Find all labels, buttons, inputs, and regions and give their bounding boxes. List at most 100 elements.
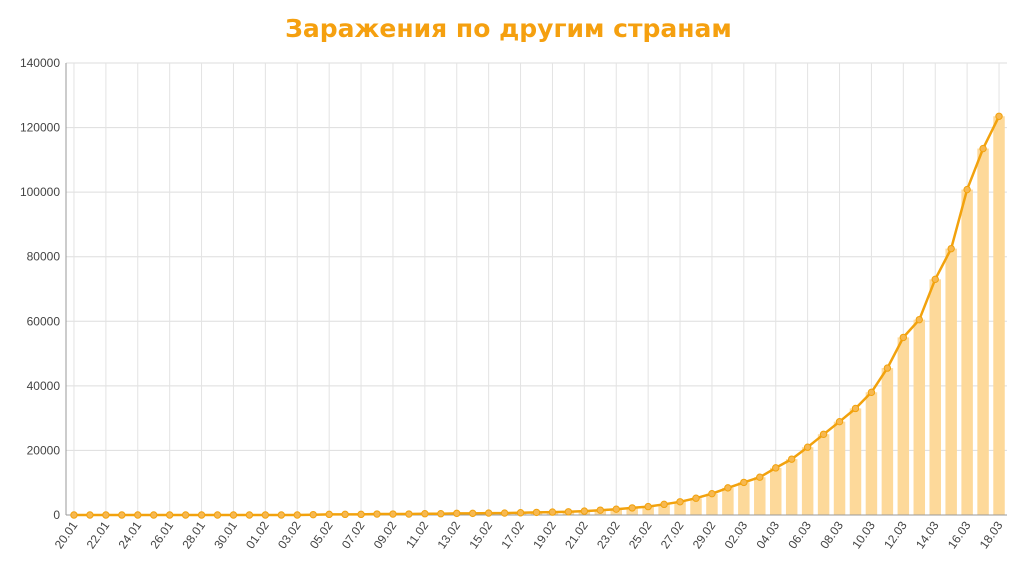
x-tick-label: 22.01 bbox=[84, 518, 113, 551]
data-point bbox=[580, 507, 589, 515]
data-point bbox=[421, 510, 429, 518]
bars bbox=[307, 116, 1005, 516]
data-point bbox=[883, 364, 892, 372]
x-tick-label: 18.03 bbox=[977, 518, 1006, 551]
bar bbox=[993, 116, 1005, 516]
chart-title: Заражения по другим странам bbox=[285, 14, 732, 43]
x-tick-label: 02.03 bbox=[722, 518, 751, 551]
data-point bbox=[628, 504, 636, 512]
bar bbox=[722, 487, 734, 515]
data-point bbox=[819, 430, 828, 438]
data-point bbox=[325, 510, 333, 519]
data-point bbox=[70, 511, 78, 519]
data-point bbox=[484, 509, 493, 517]
x-tick-label: 30.01 bbox=[211, 518, 240, 551]
data-point bbox=[947, 244, 955, 253]
data-point bbox=[995, 112, 1003, 120]
data-point bbox=[453, 509, 461, 518]
x-tick-label: 14.03 bbox=[913, 518, 942, 551]
data-point bbox=[150, 511, 158, 519]
data-point bbox=[165, 511, 174, 519]
data-point bbox=[373, 510, 381, 518]
data-point bbox=[867, 388, 876, 397]
bar bbox=[849, 408, 862, 515]
data-point bbox=[500, 509, 509, 517]
data-point bbox=[756, 473, 764, 481]
data-point bbox=[835, 417, 844, 426]
data-point bbox=[676, 498, 684, 506]
data-point bbox=[644, 502, 652, 511]
x-tick-label: 15.02 bbox=[466, 518, 495, 551]
data-point bbox=[469, 509, 477, 518]
x-tick-label: 23.02 bbox=[594, 518, 623, 551]
bar bbox=[738, 482, 750, 515]
data-point bbox=[213, 511, 222, 519]
bar bbox=[961, 189, 973, 515]
bar bbox=[706, 493, 718, 515]
data-point bbox=[437, 510, 445, 518]
x-tick-label: 12.03 bbox=[881, 518, 910, 551]
bar bbox=[865, 392, 878, 515]
x-tick-label: 21.02 bbox=[562, 518, 591, 551]
y-tick-label: 20000 bbox=[27, 443, 61, 457]
data-point bbox=[229, 511, 238, 519]
data-point bbox=[724, 484, 732, 492]
y-tick-labels: 0 20000 40000 60000 80000 100000 120000 140000 bbox=[20, 56, 60, 522]
x-tick-label: 03.02 bbox=[275, 518, 304, 551]
x-tick-label: 10.03 bbox=[849, 518, 878, 551]
data-point bbox=[277, 511, 286, 519]
data-point bbox=[708, 489, 716, 498]
bar bbox=[658, 504, 670, 515]
data-point bbox=[787, 455, 796, 463]
x-tick-label: 07.02 bbox=[339, 518, 368, 551]
bar bbox=[929, 279, 941, 515]
data-point bbox=[341, 510, 349, 519]
data-point bbox=[915, 315, 923, 324]
data-point bbox=[548, 508, 557, 516]
bar bbox=[801, 447, 814, 515]
data-point bbox=[851, 404, 860, 413]
data-point bbox=[293, 511, 301, 519]
bar bbox=[674, 501, 686, 515]
bar bbox=[769, 467, 782, 515]
data-point bbox=[516, 509, 525, 517]
x-tick-label: 06.03 bbox=[785, 518, 814, 551]
data-point bbox=[963, 185, 971, 194]
data-point bbox=[612, 505, 620, 513]
data-point bbox=[803, 443, 812, 451]
y-tick-label: 120000 bbox=[20, 121, 60, 135]
bar bbox=[690, 498, 702, 515]
bar bbox=[881, 368, 894, 515]
x-tick-label: 28.01 bbox=[179, 518, 208, 551]
data-point bbox=[532, 508, 541, 517]
data-point bbox=[134, 511, 142, 519]
data-point bbox=[692, 494, 700, 502]
x-tick-label: 16.03 bbox=[945, 518, 974, 551]
bar bbox=[833, 421, 846, 515]
bar bbox=[754, 477, 766, 515]
bar bbox=[977, 148, 989, 516]
x-tick-label: 04.03 bbox=[754, 518, 783, 551]
data-point bbox=[357, 510, 365, 519]
x-tick-labels: 20.01 22.01 24.01 26.01 28.01 30.01 01.02 03.02… bbox=[52, 518, 1006, 551]
data-point bbox=[596, 506, 604, 514]
y-tick-label: 80000 bbox=[27, 250, 61, 264]
y-tick-label: 100000 bbox=[20, 185, 60, 199]
data-point bbox=[181, 511, 190, 519]
data-point bbox=[118, 511, 126, 519]
data-point bbox=[245, 511, 254, 519]
data-point bbox=[102, 511, 110, 519]
x-tick-label: 08.03 bbox=[817, 518, 846, 551]
x-tick-label: 19.02 bbox=[530, 518, 559, 551]
x-tick-label: 25.02 bbox=[626, 518, 655, 551]
x-tick-label: 13.02 bbox=[435, 518, 464, 551]
data-point bbox=[979, 144, 987, 153]
x-tick-label: 27.02 bbox=[658, 518, 687, 551]
y-tick-label: 60000 bbox=[27, 314, 61, 328]
x-tick-label: 11.02 bbox=[403, 518, 431, 550]
data-point bbox=[660, 500, 668, 509]
bar bbox=[785, 459, 798, 515]
y-tick-label: 0 bbox=[53, 508, 60, 522]
data-point bbox=[931, 275, 939, 284]
